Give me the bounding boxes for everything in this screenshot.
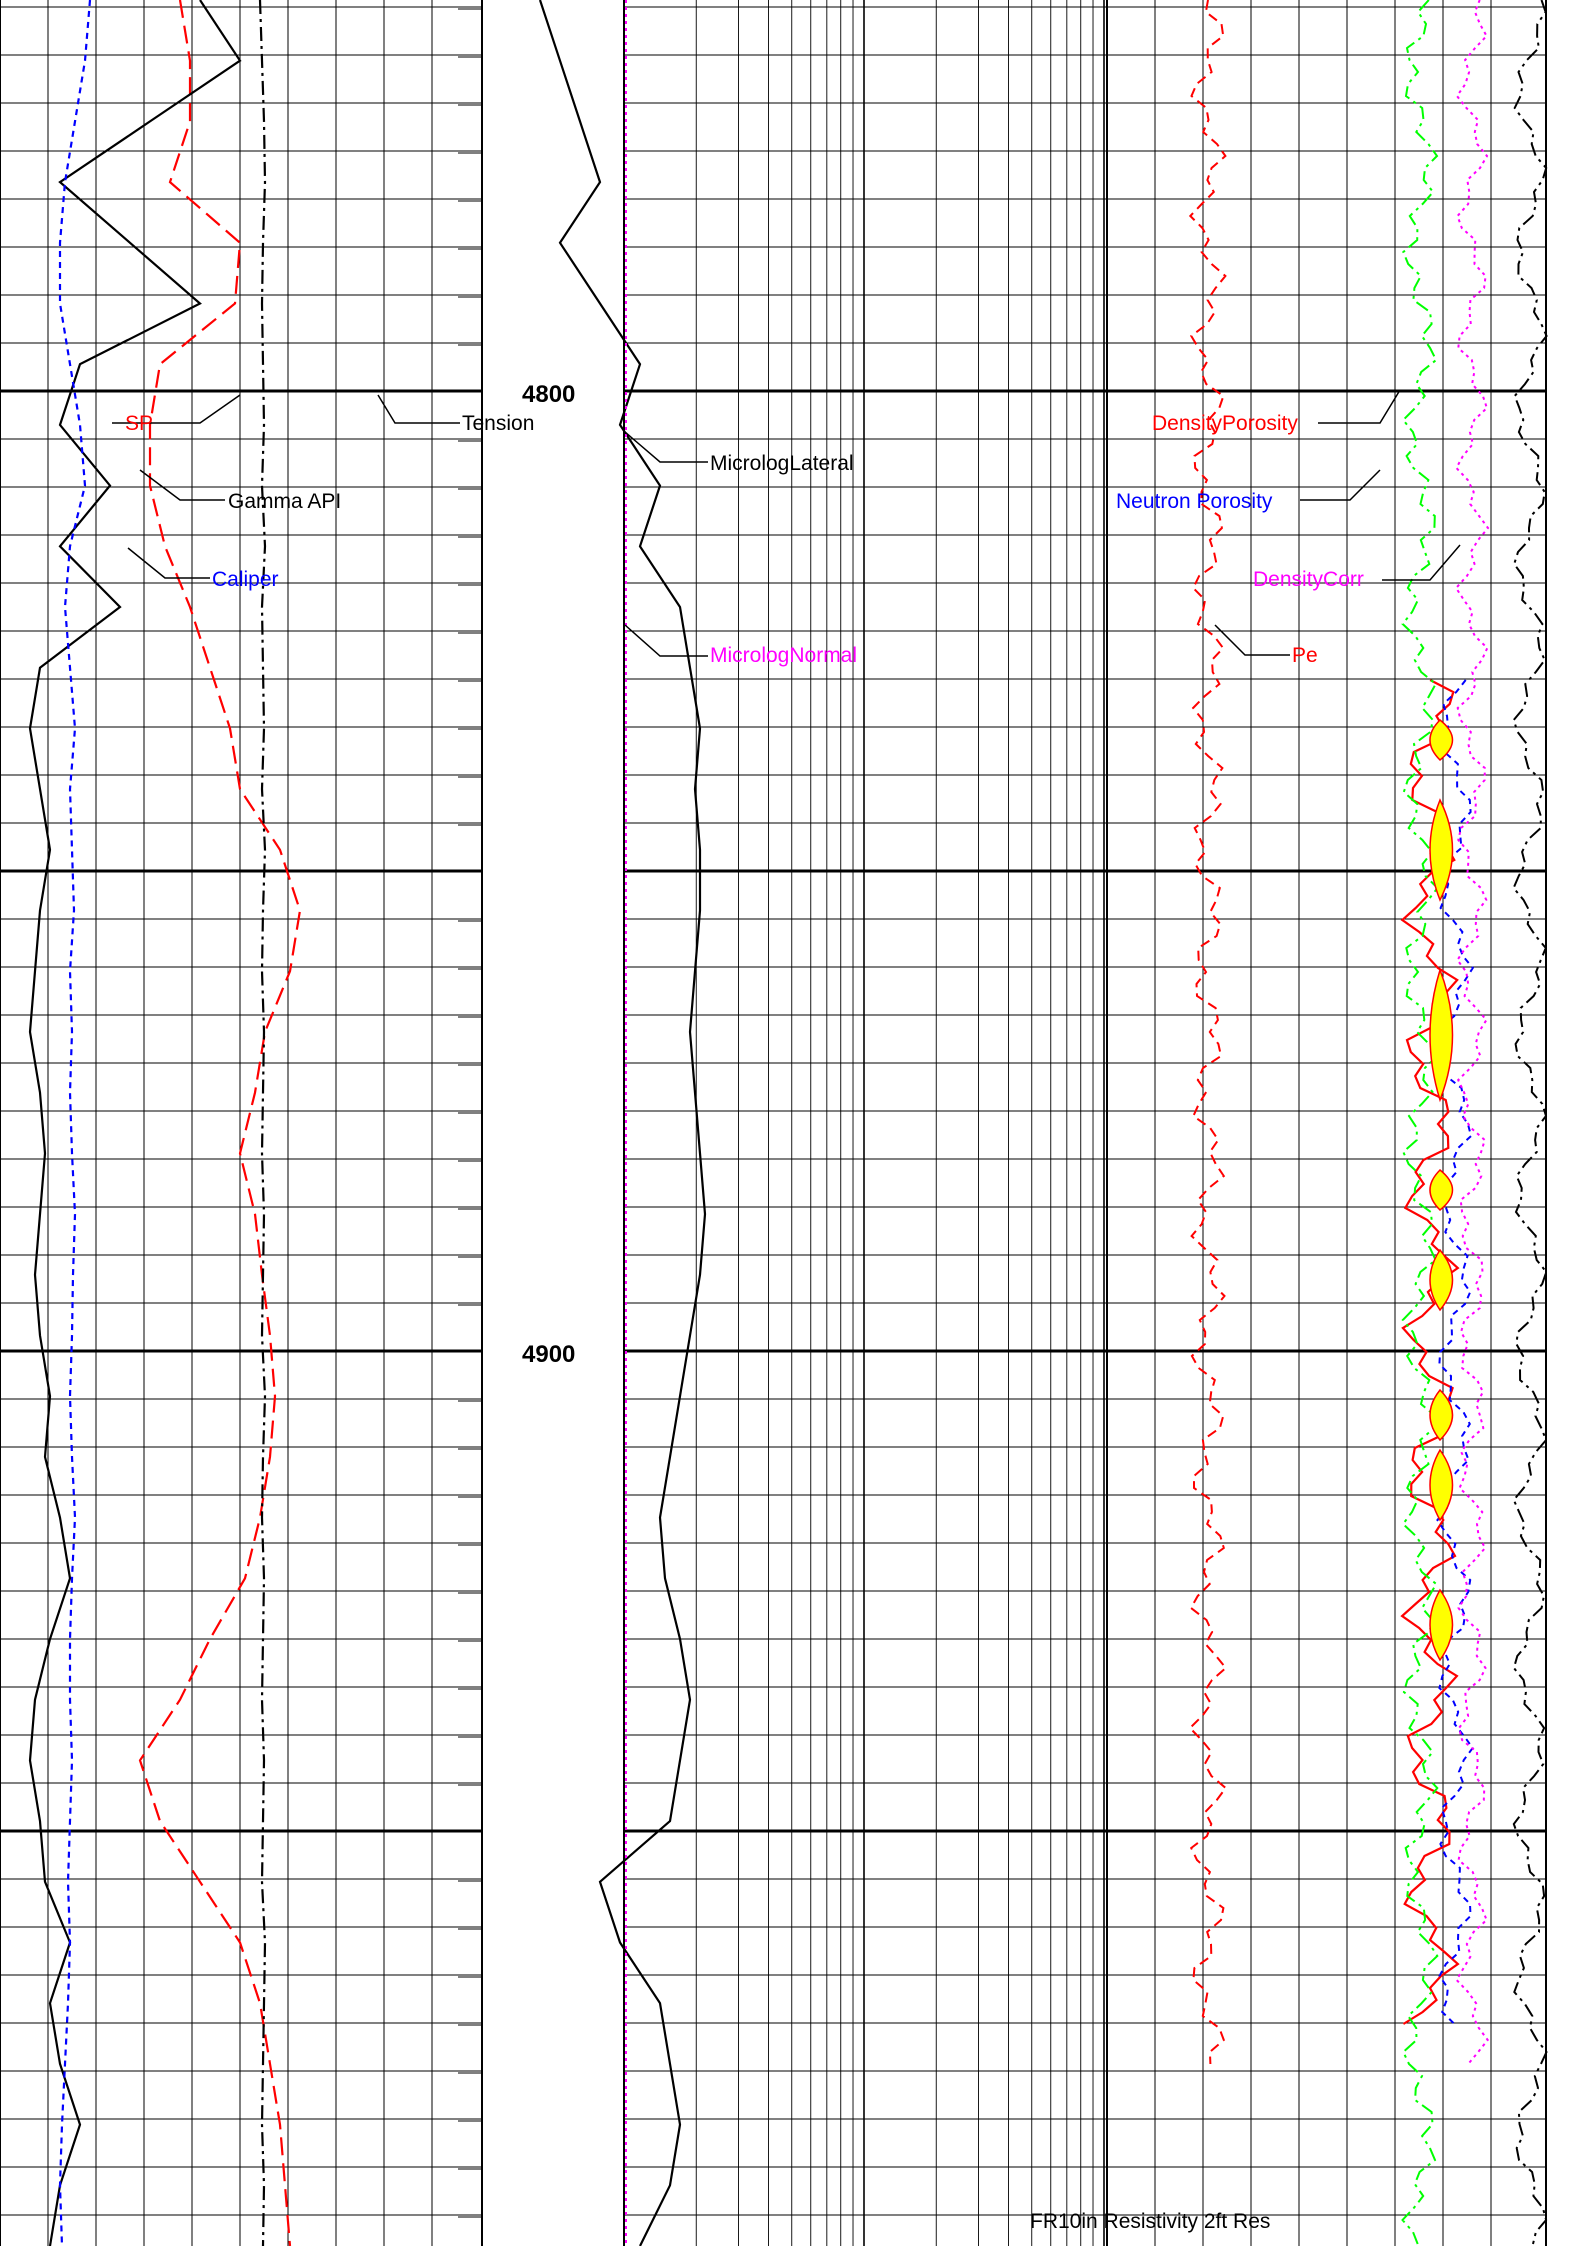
- curve-pe: [1188, 0, 1228, 2065]
- leader-line: [139, 469, 225, 501]
- curves: [28, 0, 1548, 2246]
- neutron-porosity-label: Neutron Porosity: [1116, 490, 1273, 513]
- caliper-label: Caliper: [212, 568, 279, 591]
- micro-normal-label: MicrologNormal: [710, 644, 857, 667]
- crossover-fill: [1429, 1588, 1454, 1662]
- depth-label-4800: 4800: [522, 381, 575, 408]
- fr10-label: FR10in Resistivity 2ft Res: [1030, 2210, 1270, 2233]
- crossover-fill: [1429, 967, 1454, 1103]
- curve-density-porosity: [1400, 679, 1460, 2025]
- curve-track1-3: [258, 0, 267, 2246]
- leader-line: [112, 394, 241, 424]
- leader-line: [1382, 544, 1461, 581]
- curve-microloglateral: [538, 0, 707, 2246]
- crossover-fill: [1429, 1248, 1454, 1312]
- curve-neutron-porosity: [1436, 679, 1475, 2025]
- pe-label: Pe: [1292, 644, 1318, 667]
- gamma-label: Gamma API: [228, 490, 341, 513]
- crossover-fill: [1429, 798, 1454, 902]
- curve-track1-0: [138, 0, 302, 2246]
- sp-label: SP: [125, 412, 153, 435]
- micro-lateral-label: MicrologLateral: [710, 452, 854, 475]
- crossover-fill: [1429, 718, 1454, 762]
- leader-line: [1300, 469, 1381, 501]
- curve-track1-2: [58, 0, 92, 2246]
- annotations: 4800 4900 SP Tension Gamma API Caliper M…: [125, 381, 1364, 2233]
- grid: [0, 0, 1547, 2246]
- curve-track1-1: [28, 0, 242, 2246]
- curve-track3-black: [1512, 0, 1548, 2245]
- leader-line: [1318, 389, 1401, 424]
- leader-line: [624, 431, 708, 463]
- leader-line: [127, 547, 210, 579]
- leader-line: [624, 624, 708, 657]
- density-porosity-label: DensityPorosity: [1152, 412, 1298, 435]
- curve-green: [1401, 0, 1439, 2245]
- tension-label: Tension: [462, 412, 534, 435]
- crossover-fill: [1429, 1448, 1454, 1522]
- crossover-fill: [1429, 1168, 1454, 1212]
- leader-line: [1214, 624, 1290, 656]
- crossover-fill: [1429, 1388, 1454, 1442]
- curve-density-corr: [1454, 0, 1490, 2065]
- leader-line: [377, 394, 460, 424]
- depth-label-4900: 4900: [522, 1341, 575, 1368]
- density-corr-label: DensityCorr: [1253, 568, 1364, 591]
